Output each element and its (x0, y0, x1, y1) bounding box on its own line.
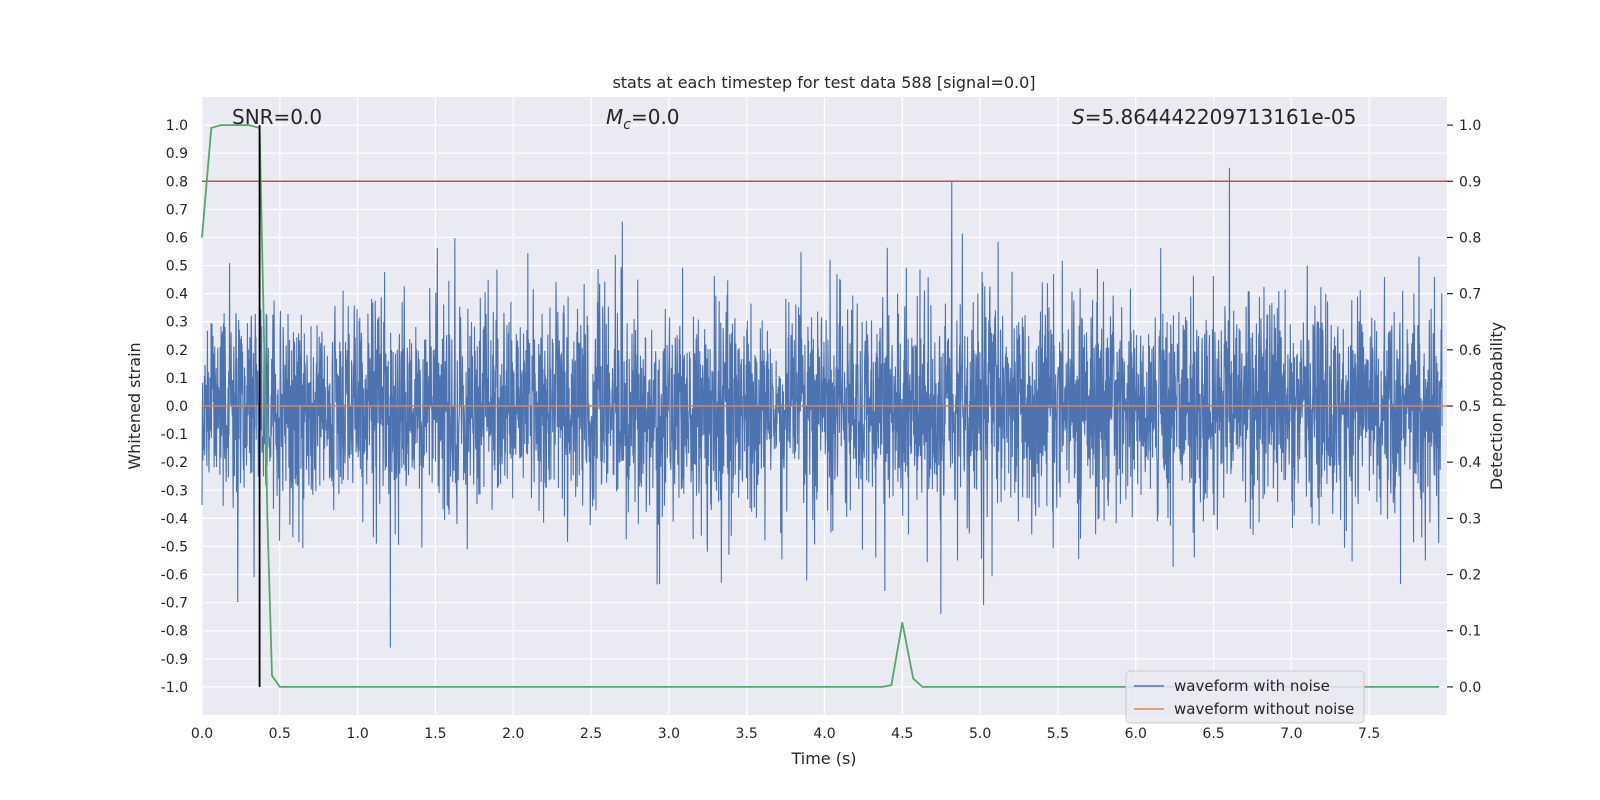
x-tick-label-8: 4.0 (813, 726, 835, 742)
y2-tick-label-7: 0.3 (1459, 511, 1481, 527)
series-detection-probability (201, 124, 1440, 688)
x-axis-ticks: 0.0 0.5 1.0 1.5 2.0 2.5 3.0 3.5 4.0 4.5 5.0 5.5 6.0 6… (191, 726, 1380, 742)
y-tick-label-16: -0.6 (161, 568, 188, 584)
y-axis-label: Whitened strain (125, 342, 144, 469)
y-tick-label-10: 0.0 (166, 399, 188, 415)
legend: waveform with noise waveform without noi… (1125, 670, 1365, 724)
y2-tick-label-5: 0.5 (1459, 399, 1481, 415)
x-tick-label-11: 5.5 (1047, 726, 1069, 742)
y2-axis-ticks: 1.0 0.9 0.8 0.7 0.6 0.5 0.4 0.3 0.2 0.1 0.0 (1447, 118, 1481, 696)
y-tick-label-12: -0.2 (161, 455, 188, 471)
y2-tick-label-3: 0.7 (1459, 287, 1481, 303)
y2-tick-label-4: 0.6 (1459, 343, 1481, 359)
y2-tick-label-9: 0.1 (1459, 624, 1481, 640)
y2-tick-label-10: 0.0 (1459, 680, 1481, 696)
y-tick-label-3: 0.7 (166, 202, 188, 218)
x-tick-label-9: 4.5 (891, 726, 913, 742)
y2-tick-label-1: 0.9 (1459, 174, 1481, 190)
x-tick-label-4: 2.0 (502, 726, 524, 742)
x-tick-label-3: 1.5 (424, 726, 446, 742)
y-tick-label-18: -0.8 (161, 624, 188, 640)
y-tick-label-13: -0.3 (161, 483, 188, 499)
y-tick-label-17: -0.7 (161, 596, 188, 612)
y2-axis-label: Detection probability (1487, 322, 1506, 490)
x-tick-label-7: 3.5 (736, 726, 758, 742)
y-axis-ticks: 1.0 0.9 0.8 0.7 0.6 0.5 0.4 0.3 0.2 0.1 0.0 -0.1 -0.… (161, 118, 188, 696)
y-tick-label-1: 0.9 (166, 146, 188, 162)
y-tick-label-5: 0.5 (166, 259, 188, 275)
chirp-mass-subscript: c (623, 117, 631, 133)
x-tick-label-5: 2.5 (580, 726, 602, 742)
y2-tick-label-8: 0.2 (1459, 568, 1481, 584)
series-waveform-with-noise (201, 167, 1443, 648)
x-tick-label-13: 6.5 (1202, 726, 1224, 742)
significance-annotation: S=5.864442209713161e-05 (1072, 105, 1356, 129)
y2-tick-label-6: 0.4 (1459, 455, 1481, 471)
y-tick-label-11: -0.1 (161, 427, 188, 443)
y-tick-label-15: -0.5 (161, 539, 188, 555)
significance-symbol: S (1072, 105, 1085, 129)
x-tick-label-1: 0.5 (269, 726, 291, 742)
x-axis-label: Time (s) (790, 749, 856, 768)
y-tick-label-0: 1.0 (166, 118, 188, 134)
snr-annotation: SNR=0.0 (232, 105, 322, 129)
y2-tick-label-0: 1.0 (1459, 118, 1481, 134)
y-tick-label-4: 0.6 (166, 230, 188, 246)
y-tick-label-20: -1.0 (161, 680, 188, 696)
x-tick-label-2: 1.0 (346, 726, 368, 742)
y-tick-label-2: 0.8 (166, 174, 188, 190)
x-tick-label-10: 5.0 (969, 726, 991, 742)
x-tick-label-15: 7.5 (1358, 726, 1380, 742)
y-tick-label-7: 0.3 (166, 315, 188, 331)
noise-trace (201, 167, 1443, 648)
y-tick-label-14: -0.4 (161, 511, 188, 527)
x-tick-label-0: 0.0 (191, 726, 213, 742)
y-tick-label-9: 0.1 (166, 371, 188, 387)
y-tick-label-19: -0.9 (161, 652, 188, 668)
chirp-mass-symbol: M (606, 105, 623, 129)
x-tick-label-14: 7.0 (1280, 726, 1302, 742)
y-tick-label-8: 0.2 (166, 343, 188, 359)
chart-title: stats at each timestep for test data 588… (612, 73, 1035, 92)
x-tick-label-12: 6.0 (1125, 726, 1147, 742)
chirp-mass-value: =0.0 (631, 105, 680, 129)
legend-label-waveform-with-noise: waveform with noise (1174, 677, 1330, 695)
legend-label-waveform-without-noise: waveform without noise (1174, 700, 1354, 718)
chirp-mass-annotation: Mc=0.0 (606, 105, 680, 133)
y-tick-label-6: 0.4 (166, 287, 188, 303)
significance-value: =5.864442209713161e-05 (1085, 105, 1357, 129)
legend-box (1125, 670, 1365, 724)
y2-tick-label-2: 0.8 (1459, 230, 1481, 246)
x-tick-label-6: 3.0 (658, 726, 680, 742)
